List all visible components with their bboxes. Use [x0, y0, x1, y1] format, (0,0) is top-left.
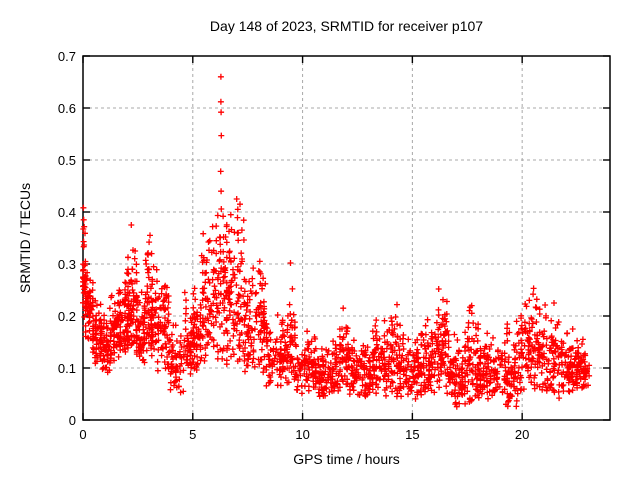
y-axis-label: SRMTID / TECUs — [17, 182, 33, 294]
x-tick-label: 0 — [79, 427, 87, 442]
y-tick-label: 0 — [68, 413, 76, 428]
y-tick-label: 0.3 — [57, 257, 76, 272]
y-tick-label: 0.1 — [57, 361, 76, 376]
y-tick-label: 0.6 — [57, 101, 76, 116]
y-tick-label: 0.4 — [57, 205, 76, 220]
y-tick-label: 0.7 — [57, 49, 76, 64]
data-points — [80, 73, 593, 410]
plot-border — [82, 55, 611, 421]
y-tick-label: 0.2 — [57, 309, 76, 324]
x-axis-label: GPS time / hours — [293, 451, 400, 467]
x-tick-label: 5 — [189, 427, 197, 442]
y-tick-label: 0.5 — [57, 153, 76, 168]
chart-title: Day 148 of 2023, SRMTID for receiver p10… — [209, 18, 484, 34]
x-tick-label: 20 — [514, 427, 530, 442]
x-tick-label: 10 — [295, 427, 310, 442]
x-tick-label: 15 — [405, 427, 420, 442]
